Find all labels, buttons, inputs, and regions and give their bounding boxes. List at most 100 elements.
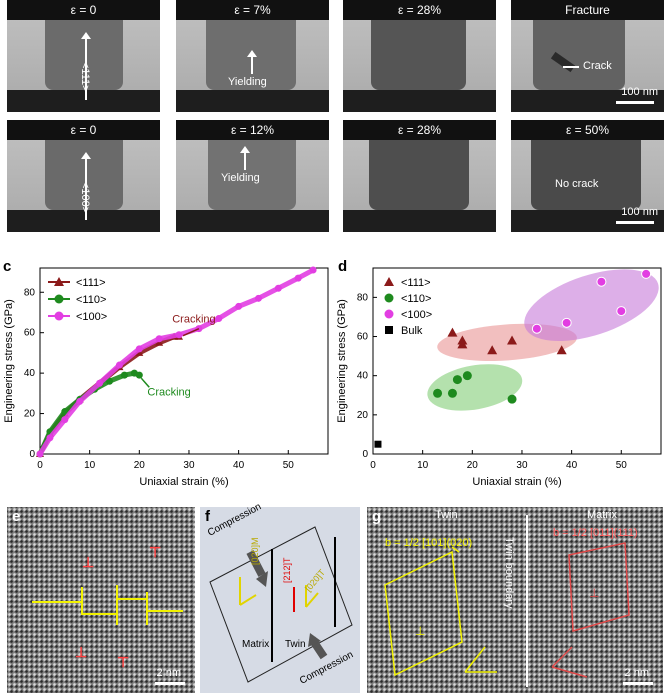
y-tick-label: 20: [357, 410, 369, 421]
data-point: [447, 327, 458, 337]
data-point: [507, 335, 518, 345]
scalebar: [616, 221, 654, 224]
y-tick-label: 20: [24, 409, 36, 420]
data-point: [487, 345, 498, 355]
y-tick-label: 80: [357, 292, 369, 303]
data-point: [531, 323, 542, 334]
data-point: [155, 338, 164, 346]
chart-stress-strain: 0 10 20 30 40 50 0 20 40 60 80 Uniaxial strain (%) E…: [3, 266, 329, 488]
legend-marker: [384, 293, 394, 303]
y-axis-label: Engineering stress (GPa): [3, 299, 15, 423]
data-point: [507, 394, 517, 404]
crack-label: Crack: [583, 60, 612, 72]
data-point: [235, 302, 243, 310]
x-tick-label: 0: [37, 460, 43, 471]
yielding-label: Yielding: [228, 76, 267, 88]
strain-header: ε = 0: [7, 120, 160, 140]
legend-marker: [384, 277, 394, 286]
series-line-2: [37, 267, 316, 457]
tem-tile-a3: ε = 28%: [343, 0, 496, 112]
annotation-arrow: [140, 377, 150, 388]
x-tick-label: 40: [233, 460, 245, 471]
data-point: [120, 371, 128, 379]
y-tick-label: 0: [362, 449, 368, 460]
x-tick-label: 40: [566, 460, 578, 471]
scalebar: [623, 682, 653, 685]
panel-label-c: c: [3, 258, 12, 275]
data-point: [462, 371, 472, 381]
data-point: [96, 379, 104, 387]
plot-frame: [372, 267, 662, 455]
data-point: [561, 317, 572, 328]
x-axis-label: Uniaxial strain (%): [139, 476, 228, 488]
twin-boundary-label: Twin boundary: [503, 537, 515, 609]
data-point: [76, 397, 84, 405]
up-arrow-icon: [247, 50, 257, 74]
direction-label: <111>: [79, 62, 91, 92]
annotation-arrow: [182, 327, 200, 337]
y-tick-label: 0: [29, 449, 35, 460]
yielding-label: Yielding: [221, 172, 260, 184]
svg-text:⊤: ⊤: [117, 654, 129, 670]
twin-label: Twin: [285, 639, 306, 650]
up-arrow-icon: [81, 152, 91, 220]
strain-header: ε = 28%: [343, 120, 496, 140]
strain-header: ε = 28%: [343, 0, 496, 20]
schematic-f: f Compression Compression Matrix Twin [0…: [200, 501, 360, 693]
legend-marker: [385, 326, 393, 334]
legend-marker: [384, 309, 394, 319]
series-line-1: [37, 370, 142, 457]
panel-label-f: f: [205, 508, 210, 525]
legend-label: <110>: [76, 294, 106, 306]
data-point: [135, 348, 144, 356]
x-tick-label: 50: [283, 460, 295, 471]
panel-label-d: d: [338, 258, 348, 275]
legend-label: <111>: [76, 277, 106, 289]
group-ellipse: [524, 269, 659, 342]
direction-label: <100>: [79, 182, 91, 214]
tem-tile-b1: ε = 0 <100>: [7, 120, 160, 232]
data-point: [447, 388, 457, 398]
y-tick-label: 40: [24, 368, 36, 379]
data-point: [36, 450, 44, 458]
strain-header: Fracture: [511, 0, 664, 20]
matrix-label: Matrix: [587, 509, 617, 521]
data-point: [374, 440, 382, 448]
x-axis-label: Uniaxial strain (%): [472, 476, 561, 488]
tem-tile-b2: ε = 12% Yielding: [176, 120, 329, 232]
svg-text:⊥: ⊥: [75, 644, 87, 660]
data-point: [596, 276, 607, 287]
x-tick-label: 0: [370, 460, 376, 471]
burgers-vector-matrix: b = 1/2 [011](111): [553, 527, 638, 539]
data-point: [433, 388, 443, 398]
scalebar-label: 2 nm: [624, 667, 649, 679]
y-tick-label: 40: [357, 371, 369, 382]
data-point: [616, 306, 627, 317]
x-tick-label: 30: [516, 460, 528, 471]
data-point: [294, 274, 302, 282]
svg-text:⊥: ⊥: [82, 554, 94, 570]
up-arrow-icon: [240, 146, 250, 170]
x-tick-label: 10: [417, 460, 429, 471]
data-point: [254, 294, 262, 302]
scalebar: [155, 682, 185, 685]
data-point: [61, 416, 69, 424]
tem-tile-a2: ε = 7% Yielding: [176, 0, 329, 112]
direction-label-t1: [212]T: [282, 557, 292, 583]
tem-tile-a1: ε = 0 <111>: [7, 0, 160, 112]
strain-header: ε = 12%: [176, 120, 329, 140]
data-point: [309, 266, 317, 274]
no-crack-label: No crack: [555, 178, 599, 190]
legend-label: Bulk: [401, 325, 423, 337]
scalebar-label: 100 nm: [621, 86, 658, 98]
y-tick-label: 60: [357, 332, 369, 343]
svg-text:⊤: ⊤: [149, 544, 161, 560]
data-point: [155, 335, 163, 343]
legend-label: <100>: [401, 309, 432, 321]
data-point: [556, 345, 567, 355]
group-ellipse: [427, 364, 523, 411]
tem-tile-b3: ε = 28%: [343, 120, 496, 232]
burgers-vector-twin: b = 1/2 [101](020): [385, 537, 473, 549]
y-tick-label: 60: [24, 328, 36, 339]
legend-marker: [54, 311, 64, 321]
